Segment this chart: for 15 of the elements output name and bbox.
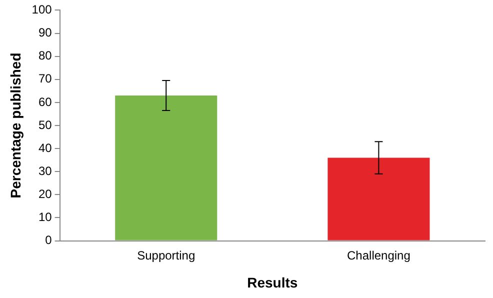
y-tick-label: 60 bbox=[38, 94, 52, 109]
y-tick-label: 50 bbox=[38, 118, 52, 132]
x-tick-label: Challenging bbox=[347, 248, 410, 262]
y-tick-label: 80 bbox=[38, 48, 52, 63]
y-tick-label: 10 bbox=[38, 210, 52, 224]
y-tick-label: 40 bbox=[38, 140, 52, 155]
y-tick-label: 20 bbox=[38, 186, 52, 201]
y-tick-label: 70 bbox=[38, 72, 52, 86]
y-tick-label: 100 bbox=[32, 2, 52, 17]
y-tick-label: 90 bbox=[38, 26, 52, 40]
y-tick-label: 30 bbox=[38, 164, 52, 178]
x-axis-title: Results bbox=[247, 274, 298, 290]
y-axis-title: Percentage published bbox=[7, 52, 24, 198]
y-tick-label: 0 bbox=[45, 233, 52, 248]
x-tick-label: Supporting bbox=[137, 248, 196, 262]
